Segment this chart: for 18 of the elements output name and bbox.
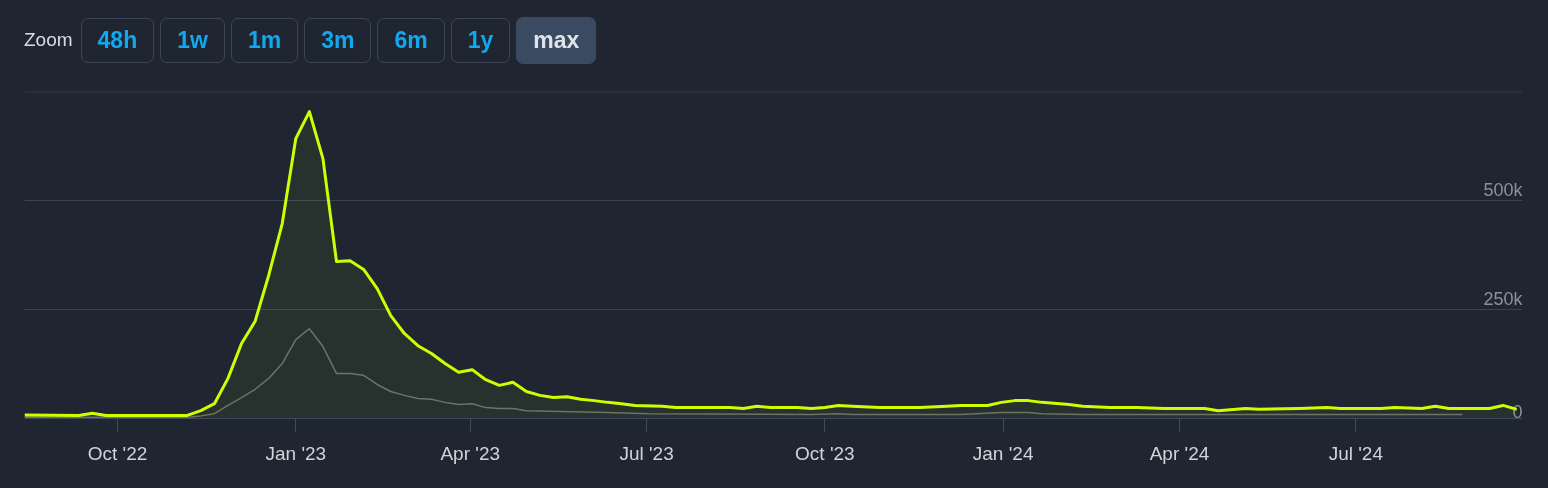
text: 1w bbox=[160, 17, 225, 63]
text: Zoom bbox=[24, 29, 73, 51]
x-tick-label: Jul '23 bbox=[619, 442, 674, 464]
x-tick-label: Oct '22 bbox=[87, 442, 148, 464]
y-tick-label: 500k bbox=[1483, 179, 1524, 200]
text: 1y bbox=[450, 17, 511, 63]
text: 48h bbox=[80, 17, 155, 63]
text: 1m bbox=[230, 17, 299, 63]
text: max bbox=[516, 16, 597, 64]
x-tick-label: Oct '23 bbox=[795, 442, 855, 464]
x-tick-label: Apr '24 bbox=[1149, 442, 1210, 464]
text: 3m bbox=[304, 17, 372, 63]
x-tick-label: Jul '24 bbox=[1328, 442, 1384, 464]
y-tick-label: 250k bbox=[1483, 288, 1524, 309]
x-tick-label: Jan '24 bbox=[972, 442, 1034, 464]
x-tick-label: Apr '23 bbox=[440, 442, 501, 464]
text: 6m bbox=[377, 17, 445, 63]
x-tick-label: Jan '23 bbox=[265, 442, 327, 464]
